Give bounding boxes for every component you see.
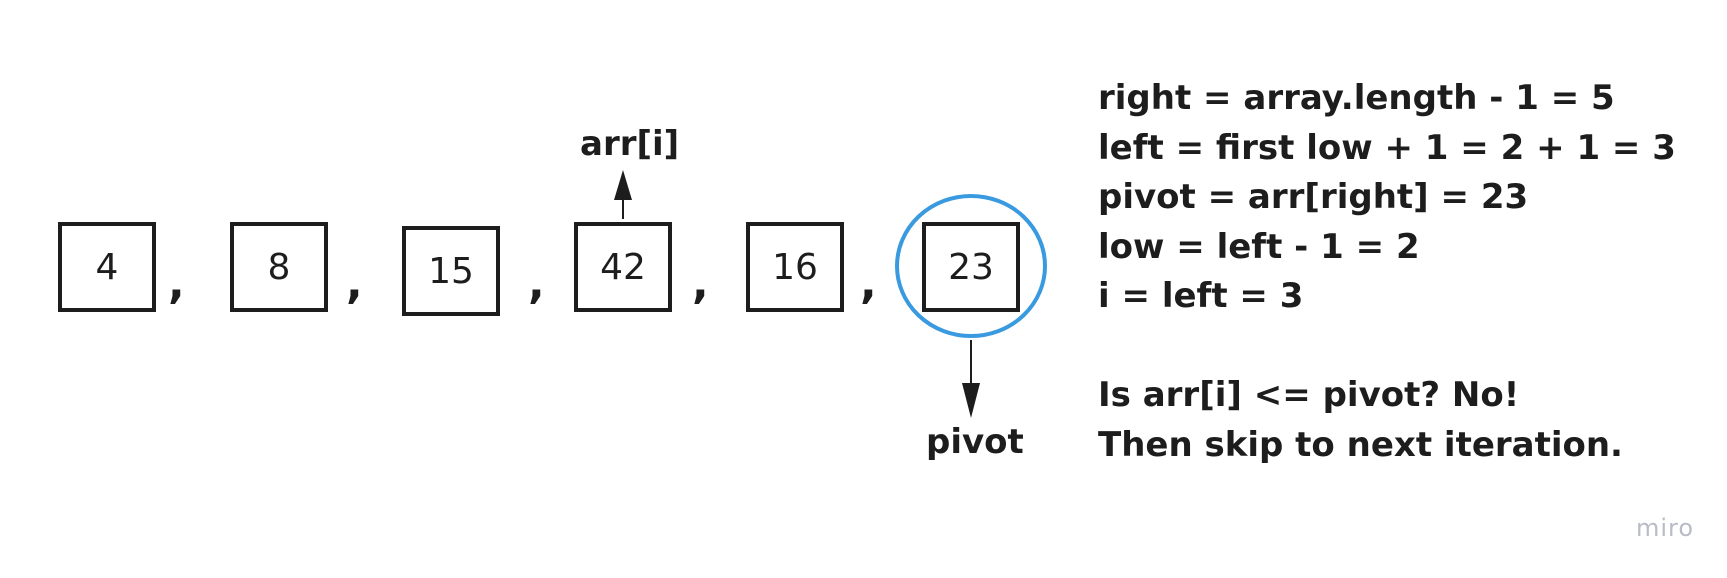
- array-element-box: 42: [574, 222, 672, 312]
- note-line: low = left - 1 = 2: [1098, 226, 1420, 267]
- array-element-value: 16: [772, 246, 818, 288]
- pivot-circle: [895, 194, 1047, 338]
- array-separator: ,: [528, 258, 545, 309]
- array-element-box: 4: [58, 222, 156, 312]
- array-element-value: 23: [948, 246, 994, 288]
- array-element-box: 8: [230, 222, 328, 312]
- note-line: left = first low + 1 = 2 + 1 = 3: [1098, 127, 1676, 168]
- pivot-arrow: [962, 340, 980, 418]
- array-element-box: 15: [402, 226, 500, 316]
- note-line: i = left = 3: [1098, 276, 1304, 316]
- note-line: pivot = arr[right] = 23: [1098, 177, 1529, 217]
- array-element-value: 42: [600, 246, 646, 288]
- array-separator: ,: [860, 258, 877, 309]
- array-element-box: 16: [746, 222, 844, 312]
- array-element-value: 15: [428, 250, 474, 292]
- array-separator: ,: [692, 258, 709, 309]
- note-line: right = array.length - 1 = 5: [1098, 78, 1615, 118]
- note-spacer: [1098, 322, 1676, 372]
- pivot-element-box: 23: [922, 222, 1020, 312]
- array-separator: ,: [168, 258, 185, 309]
- array-element-value: 4: [95, 246, 119, 288]
- array-element-value: 8: [267, 246, 291, 288]
- pointer-arrow: [614, 170, 632, 219]
- miro-watermark: miro: [1636, 514, 1695, 542]
- pivot-label: pivot: [926, 422, 1024, 462]
- array-separator: ,: [346, 258, 363, 309]
- explanation-notes: right = array.length - 1 = 5 left = firs…: [1098, 74, 1676, 470]
- note-question: Is arr[i] <= pivot? No!: [1098, 375, 1520, 415]
- pointer-label: arr[i]: [580, 124, 680, 164]
- note-conclusion: Then skip to next iteration.: [1098, 424, 1623, 465]
